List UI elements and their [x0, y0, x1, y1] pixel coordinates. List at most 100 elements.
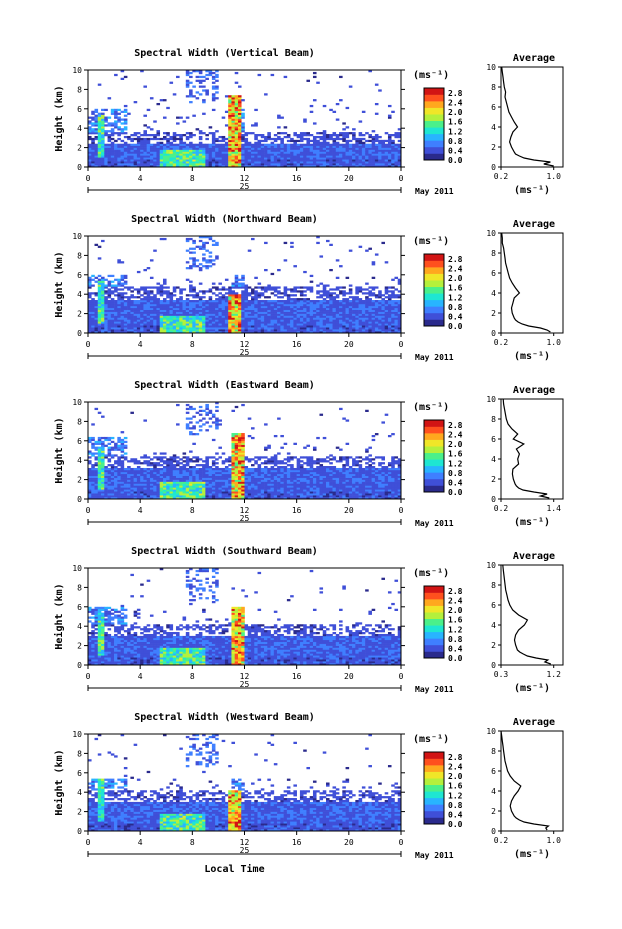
heatmap-cell — [205, 315, 209, 318]
heatmap-cell — [211, 141, 216, 145]
heatmap-cell — [231, 157, 236, 160]
heatmap-cell — [237, 278, 242, 281]
heatmap-cell — [136, 288, 141, 291]
heatmap-cell — [208, 327, 213, 330]
heatmap-cell — [244, 329, 249, 332]
heatmap-cell — [91, 149, 95, 152]
heatmap-cell — [156, 471, 161, 475]
heatmap-cell — [260, 307, 265, 311]
heatmap-cell — [267, 303, 271, 307]
heatmap-cell — [172, 483, 177, 486]
heatmap-cell — [224, 151, 229, 154]
heatmap-cell — [189, 325, 193, 328]
heatmap-cell — [277, 143, 281, 146]
heatmap-cell — [231, 307, 236, 311]
heatmap-cell — [312, 301, 317, 305]
heatmap-cell — [378, 157, 382, 160]
heatmap-cell — [251, 298, 255, 301]
heatmap-cell — [192, 286, 196, 289]
heatmap-cell — [270, 165, 275, 168]
heatmap-cell — [371, 139, 376, 143]
heatmap-cell — [273, 153, 278, 156]
heatmap-cell — [185, 462, 190, 465]
heatmap-cell — [149, 137, 154, 141]
heatmap-cell — [202, 79, 206, 82]
heatmap-cell — [120, 276, 125, 279]
heatmap-cell — [280, 329, 284, 332]
heatmap-cell — [277, 292, 281, 295]
heatmap-cell — [322, 104, 327, 108]
heatmap-cell — [107, 317, 112, 320]
heatmap-cell — [205, 327, 209, 330]
heatmap-cell — [283, 241, 288, 245]
heatmap-cell — [189, 161, 193, 164]
heatmap-cell — [189, 417, 193, 420]
heatmap-cell — [195, 294, 200, 297]
heatmap-cell — [352, 321, 356, 324]
heatmap-cell — [176, 153, 180, 156]
heatmap-cell — [397, 307, 402, 311]
heatmap-cell — [179, 157, 183, 160]
heatmap-cell — [101, 278, 105, 281]
heatmap-cell — [166, 319, 170, 322]
heatmap-cell — [172, 288, 177, 291]
heatmap-cell — [361, 329, 366, 332]
heatmap-cell — [241, 161, 245, 164]
heatmap-cell — [107, 331, 112, 334]
heatmap-cell — [114, 290, 118, 293]
heatmap-cell — [130, 483, 134, 486]
heatmap-cell — [182, 460, 187, 463]
heatmap-cell — [247, 292, 252, 295]
heatmap-cell — [182, 467, 187, 471]
heatmap-cell — [371, 321, 376, 324]
heatmap-cell — [316, 301, 320, 305]
heatmap-cell — [120, 298, 125, 301]
heatmap-cell — [172, 155, 177, 158]
heatmap-cell — [277, 329, 281, 332]
heatmap-cell — [378, 141, 382, 145]
heatmap-cell — [205, 134, 209, 137]
heatmap-cell — [101, 440, 105, 444]
colorbar-swatch — [424, 254, 444, 261]
heatmap-cell — [352, 331, 356, 334]
heatmap-cell — [306, 331, 311, 334]
heatmap-cell — [241, 143, 245, 146]
heatmap-cell — [114, 495, 118, 498]
heatmap-cell — [237, 163, 242, 166]
heatmap-cell — [143, 462, 147, 465]
heatmap-cell — [371, 263, 376, 266]
heatmap-cell — [332, 292, 337, 295]
heatmap-cell — [306, 149, 311, 152]
heatmap-cell — [231, 163, 236, 166]
heatmap-cell — [107, 313, 112, 316]
heatmap-cell — [211, 323, 216, 326]
heatmap-cell — [123, 473, 128, 477]
heatmap-cell — [143, 454, 147, 457]
heatmap-cell — [97, 491, 102, 494]
heatmap-cell — [241, 303, 245, 307]
heatmap-cell — [211, 239, 216, 243]
heatmap-cell — [290, 139, 294, 143]
heatmap-cell — [91, 454, 95, 457]
heatmap-cell — [192, 163, 196, 166]
heatmap-cell — [140, 165, 144, 168]
heatmap-cell — [176, 303, 180, 307]
heatmap-cell — [172, 143, 177, 146]
heatmap-cell — [299, 292, 304, 295]
heatmap-cell — [94, 475, 99, 478]
heatmap-cell — [218, 327, 222, 330]
heatmap-cell — [114, 126, 118, 129]
heatmap-cell — [185, 163, 190, 166]
heatmap-cell — [280, 296, 284, 299]
heatmap-cell — [117, 495, 121, 498]
heatmap-cell — [127, 469, 131, 473]
heatmap-cell — [316, 317, 320, 320]
heatmap-cell — [283, 303, 288, 307]
heatmap-cell — [169, 143, 174, 146]
heatmap-cell — [224, 141, 229, 145]
heatmap-cell — [378, 329, 382, 332]
heatmap-cell — [192, 477, 196, 480]
heatmap-cell — [179, 296, 183, 299]
heatmap-cell — [91, 116, 95, 119]
heatmap-cell — [322, 286, 327, 289]
